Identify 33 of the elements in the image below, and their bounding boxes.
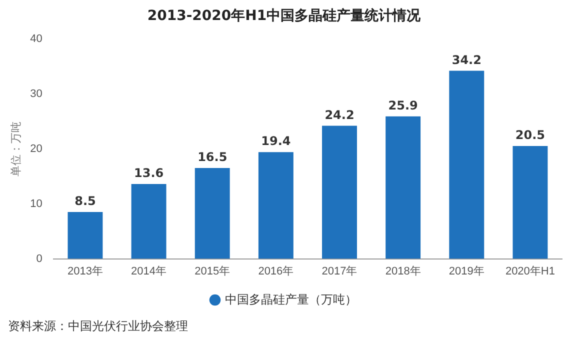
- chart-title: 2013-2020年H1中国多晶硅产量统计情况: [147, 7, 422, 24]
- x-tick-label: 2018年: [385, 265, 421, 278]
- data-label: 19.4: [261, 134, 291, 148]
- y-tick-label: 20: [30, 142, 42, 155]
- bar: [194, 168, 230, 259]
- bar: [68, 212, 103, 259]
- bar: [131, 184, 166, 259]
- data-label: 25.9: [388, 98, 418, 112]
- bar: [449, 70, 484, 259]
- x-tick-label: 2019年: [448, 265, 484, 278]
- data-label: 8.5: [74, 194, 96, 208]
- data-label: 34.2: [452, 52, 482, 67]
- y-tick-label: 40: [30, 32, 42, 45]
- bar: [512, 146, 548, 259]
- y-tick-label: 10: [30, 198, 42, 210]
- legend-label: 中国多晶硅产量（万吨）: [225, 292, 357, 306]
- x-tick-label: 2016年: [258, 265, 294, 278]
- x-tick-label: 2013年: [67, 265, 103, 278]
- bar: [386, 116, 421, 259]
- y-tick-label: 30: [30, 88, 42, 100]
- data-label: 20.5: [515, 128, 546, 142]
- bar: [322, 126, 357, 259]
- data-label: 24.2: [324, 108, 354, 122]
- x-tick-label: 2014年: [131, 265, 167, 278]
- x-tick-label: 2015年: [194, 265, 230, 278]
- x-tick-label: 2020年H1: [505, 265, 555, 278]
- x-tick-label: 2017年: [322, 265, 358, 278]
- data-label: 13.6: [134, 166, 164, 180]
- bar: [258, 152, 294, 259]
- y-tick-label: 0: [36, 252, 42, 265]
- data-label: 16.5: [198, 150, 228, 164]
- y-axis-title: 单位：万吨: [10, 121, 23, 176]
- text: 资料来源：中国光伏行业协会整理: [8, 318, 188, 335]
